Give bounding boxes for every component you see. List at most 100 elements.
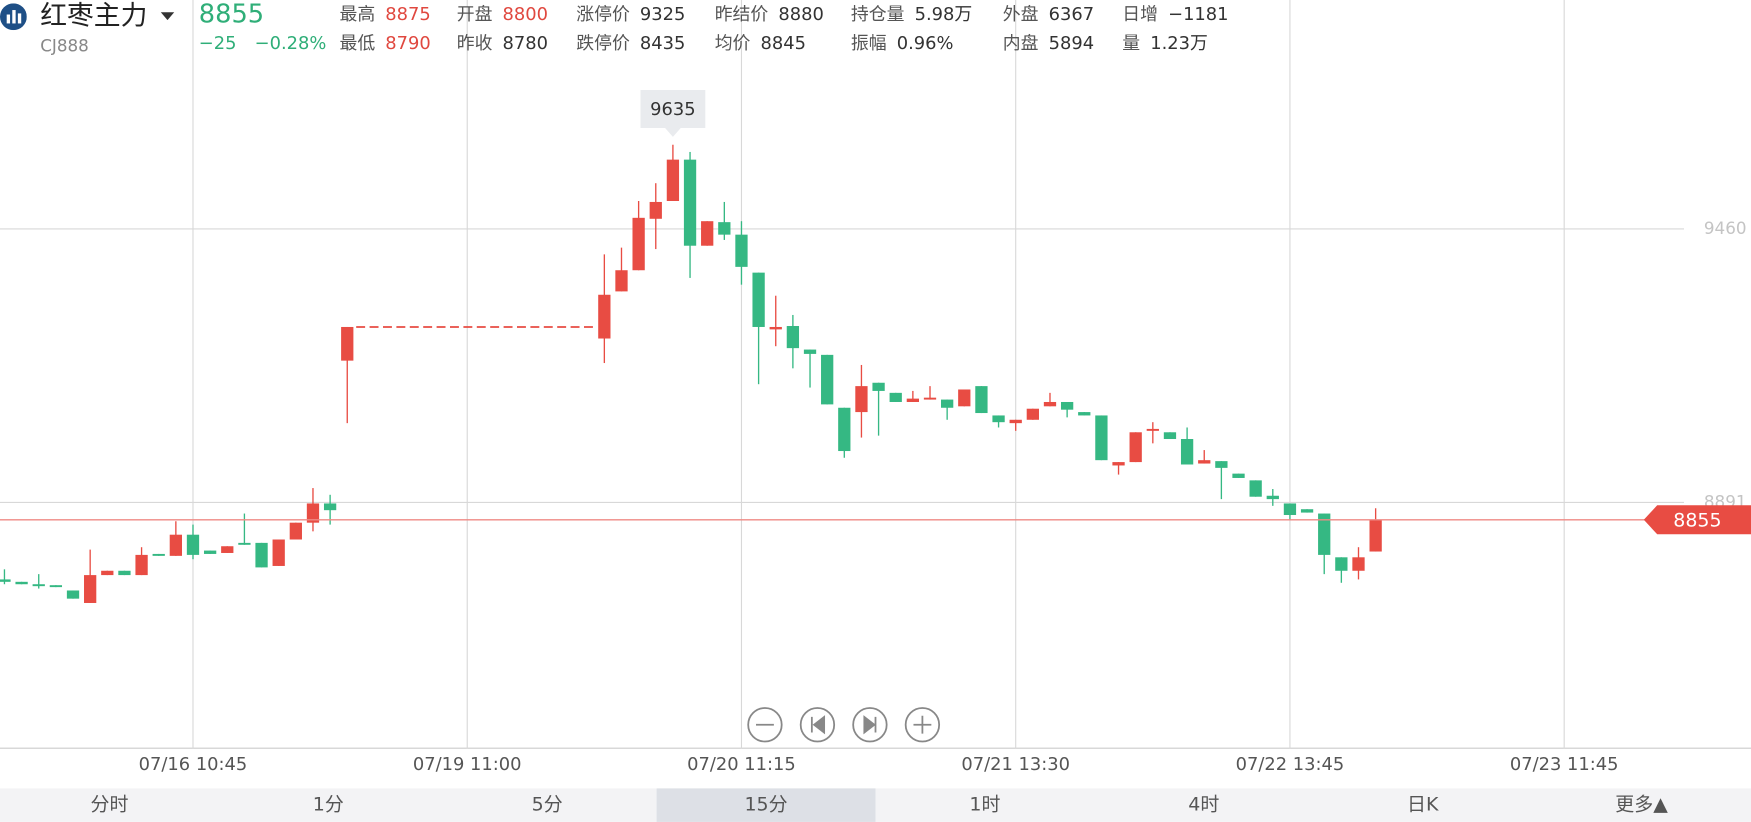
candle-body <box>632 217 645 271</box>
candle-body <box>855 386 868 413</box>
stat-value: −1181 <box>1168 3 1229 25</box>
icon <box>913 715 932 734</box>
stat-value: 1.23万 <box>1150 32 1208 54</box>
contract-name[interactable]: 红枣主力 <box>40 0 148 32</box>
period-tab[interactable]: 1分 <box>312 793 344 817</box>
stat: 涨停价 9325 <box>576 5 685 24</box>
candle-body <box>1283 503 1297 515</box>
stat-label: 昨收 <box>456 32 493 54</box>
x-tick-label: 07/21 13:30 <box>961 754 1070 775</box>
candle-body <box>1163 432 1177 440</box>
candle-body <box>272 539 285 566</box>
candle-body <box>1009 419 1022 424</box>
stat: 量 1.23万 <box>1122 32 1208 54</box>
candle-body <box>1352 557 1365 571</box>
candle-body <box>1215 461 1228 468</box>
candle-body <box>238 542 251 545</box>
stat-label: 均价 <box>714 32 751 54</box>
stat-label: 开盘 <box>456 3 493 25</box>
candle-body <box>1249 480 1262 497</box>
candle-body <box>769 326 782 330</box>
stat-value: 8880 <box>778 3 824 25</box>
stat-value: 8800 <box>502 3 549 25</box>
stat: 昨收 8780 <box>456 32 548 54</box>
candle-body <box>84 575 97 603</box>
candle-body <box>821 354 834 405</box>
period-tab[interactable]: 分时 <box>90 793 129 817</box>
stat-label: 日增 <box>1122 3 1159 25</box>
x-tick-label: 07/20 11:15 <box>687 754 796 775</box>
x-tick-label: 07/19 11:00 <box>413 754 522 775</box>
candle-body <box>958 389 971 407</box>
stat-value: 8845 <box>760 32 806 54</box>
stat-label: 跌停价 <box>576 32 630 54</box>
candle-body <box>0 579 11 582</box>
stat: 最低 8790 <box>339 32 430 54</box>
stat: 昨结价 8880 <box>714 3 824 25</box>
stat: 均价 8845 <box>714 32 806 54</box>
stat: 持仓量 5.98万 <box>850 3 972 25</box>
candle-body <box>1026 408 1039 420</box>
candle-body <box>975 386 988 414</box>
stat-value: 0.96% <box>896 32 954 54</box>
candle-body <box>701 221 714 246</box>
candle-body <box>101 570 114 576</box>
last-price-tag <box>1643 505 1751 535</box>
candle-body <box>1266 495 1279 500</box>
zoom-controls <box>747 707 941 743</box>
stat-label: 最低 <box>339 32 376 54</box>
logo-icon <box>0 3 27 31</box>
stat-label: 外盘 <box>1002 3 1039 25</box>
stat-label: 昨结价 <box>714 3 769 25</box>
stat: 内盘 5894 <box>1003 34 1094 53</box>
price-change-pct: −0.28% <box>254 32 327 54</box>
candle-body <box>941 399 954 408</box>
candle-body <box>923 397 937 400</box>
dropdown-arrow[interactable] <box>160 11 176 22</box>
candle-body <box>1043 401 1057 407</box>
stat-label: 量 <box>1122 32 1141 54</box>
candle-body <box>666 159 680 201</box>
max-tooltip <box>640 90 706 137</box>
candle-body <box>1078 412 1091 416</box>
stat: 最高 8875 <box>339 3 431 25</box>
period-tab[interactable]: 4时 <box>1188 793 1220 817</box>
candle-body <box>1318 513 1331 555</box>
stat: 开盘 8800 <box>456 3 549 25</box>
candle-body <box>341 326 354 361</box>
candle-body <box>906 398 920 402</box>
stat-value: 6367 <box>1048 3 1095 25</box>
stat-value: 8875 <box>385 3 431 25</box>
period-tab[interactable]: 更多▲ <box>1615 793 1668 817</box>
candle-body <box>1060 401 1074 410</box>
x-tick-label: 07/22 13:45 <box>1236 754 1345 775</box>
period-tab[interactable]: 5分 <box>531 793 563 817</box>
candle-body <box>803 349 817 354</box>
period-tab[interactable]: 1时 <box>969 793 1001 817</box>
candle-body <box>152 553 165 556</box>
candle-body <box>1146 428 1159 431</box>
candle-body <box>752 272 765 327</box>
candle-body <box>649 201 662 219</box>
candle-body <box>118 570 131 576</box>
icon <box>810 715 826 735</box>
candle-body <box>683 159 697 246</box>
stat: 振幅 0.96% <box>851 32 954 54</box>
candle-body <box>1335 557 1348 571</box>
period-tab[interactable]: 日K <box>1406 793 1439 817</box>
candle-body <box>289 522 302 540</box>
candle-body <box>66 590 80 599</box>
period-tabs: 分时 1分 5分 15分 1时 4时 日K 更多▲ <box>0 788 1751 822</box>
candle-body <box>169 534 182 556</box>
candle-body <box>1198 460 1211 464</box>
candle-body <box>15 581 28 585</box>
y-tick-label: 9460 <box>1704 218 1747 238</box>
candle-body <box>598 294 611 339</box>
period-tab[interactable]: 15分 <box>656 788 876 822</box>
candle-body <box>838 407 851 452</box>
stat-label: 持仓量 <box>850 3 905 25</box>
candle-body <box>255 542 268 568</box>
candle-body <box>1369 519 1382 552</box>
